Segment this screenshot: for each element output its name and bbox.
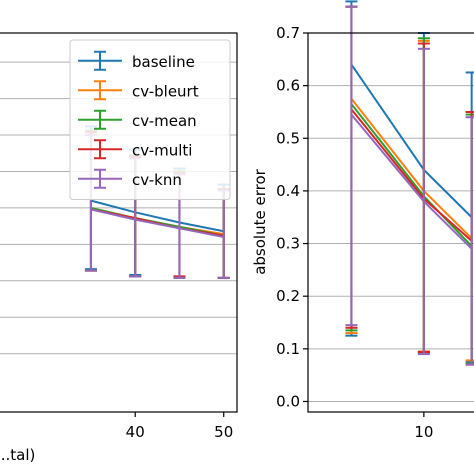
legend-label: cv-multi [132, 141, 192, 159]
y-tick-label: 0.4 [276, 182, 300, 200]
y-tick-label: 0.0 [276, 392, 300, 410]
error-bar [345, 5, 358, 327]
series-line [350, 98, 473, 240]
series-line [90, 199, 224, 233]
series-cv-knn [345, 5, 474, 366]
legend-label: cv-knn [132, 171, 182, 189]
legend-item: cv-bleurt [78, 80, 199, 101]
left-x-axis-label: ...tal) [0, 446, 35, 464]
legend-label: cv-bleurt [132, 82, 199, 100]
legend-box [69, 39, 231, 200]
legend-item: cv-knn [78, 168, 182, 189]
legend: baseline cv-bleurt cv-mean cv-multi cv-knn [69, 39, 231, 200]
right-chart-panel: 10 0.0 0.1 0.2 0.3 0.4 0.5 0.6 0.7 [276, 0, 474, 441]
x-tick-label: 40 [126, 423, 145, 441]
legend-label: baseline [132, 53, 195, 71]
legend-item: baseline [78, 50, 195, 71]
legend-label: cv-mean [132, 112, 197, 130]
series-line [350, 64, 473, 218]
error-bar [465, 116, 474, 366]
error-bar [465, 71, 474, 363]
y-tick-label: 0.7 [276, 24, 300, 42]
legend-item: cv-multi [78, 139, 192, 160]
y-tick-label: 0.3 [276, 235, 300, 253]
x-tick-label: 10 [414, 423, 433, 441]
legend-item: cv-mean [78, 109, 197, 130]
y-tick-label: 0.2 [276, 287, 300, 305]
y-tick-label: 0.6 [276, 77, 300, 95]
y-tick-label: 0.5 [276, 129, 300, 147]
right-y-axis-label: absolute error [251, 168, 269, 274]
series-line [90, 208, 224, 239]
y-tick-label: 0.1 [276, 340, 300, 358]
error-bar [417, 47, 430, 356]
x-tick-label: 50 [214, 423, 233, 441]
axes-frame [0, 32, 238, 413]
axes-frame [307, 32, 474, 413]
